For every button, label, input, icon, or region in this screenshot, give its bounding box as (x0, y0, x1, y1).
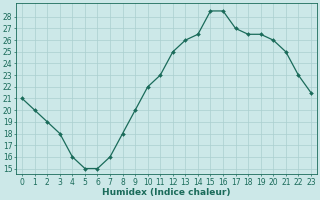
X-axis label: Humidex (Indice chaleur): Humidex (Indice chaleur) (102, 188, 231, 197)
